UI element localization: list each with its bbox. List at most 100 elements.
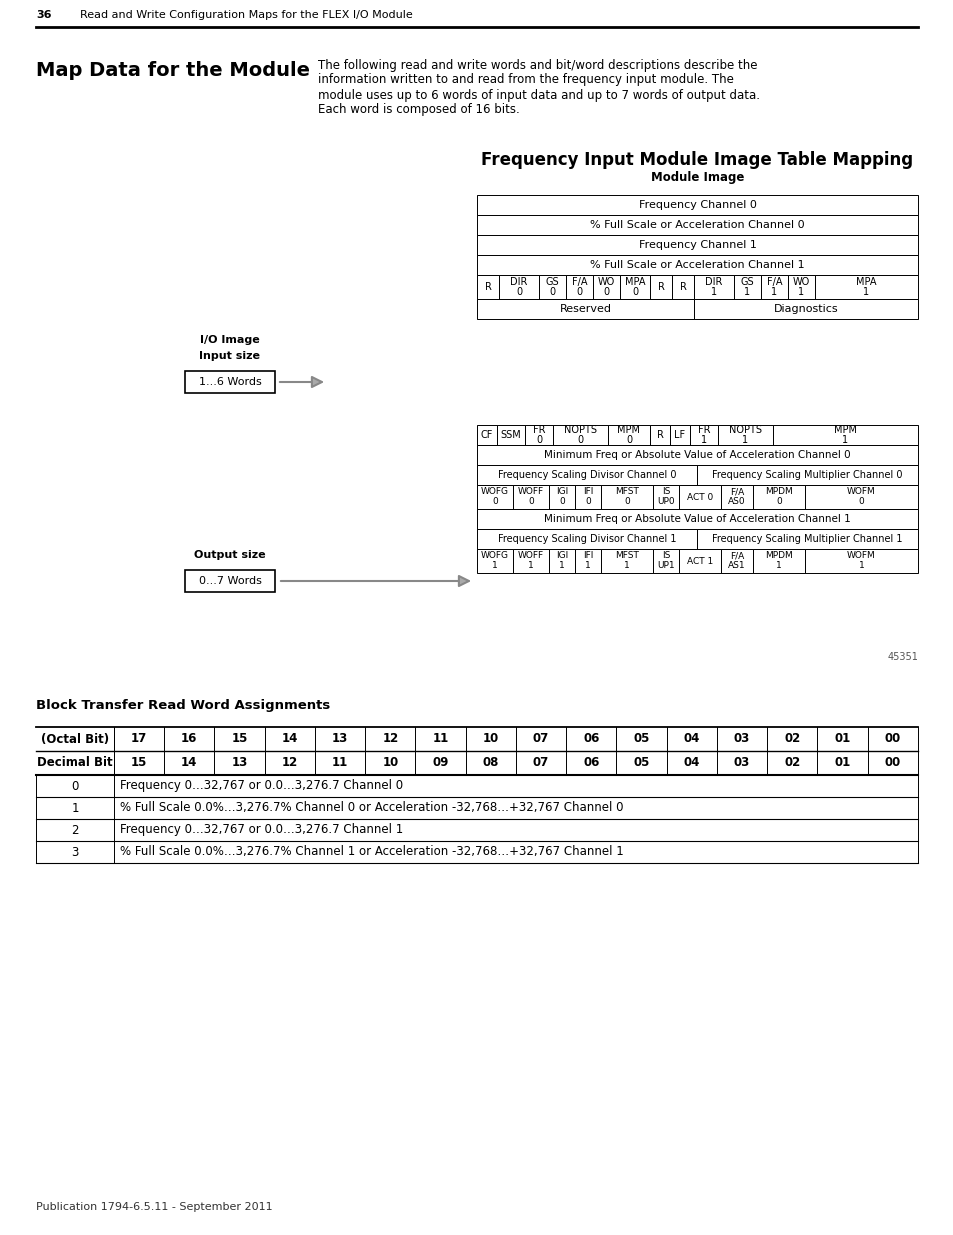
Text: Frequency Channel 0: Frequency Channel 0 <box>638 200 756 210</box>
Text: 0: 0 <box>516 287 521 296</box>
Text: 03: 03 <box>733 757 749 769</box>
Text: 2: 2 <box>71 824 79 836</box>
Text: % Full Scale or Acceleration Channel 0: % Full Scale or Acceleration Channel 0 <box>590 220 804 230</box>
Text: 15: 15 <box>232 732 248 746</box>
Bar <box>804 485 917 509</box>
Bar <box>720 485 752 509</box>
Bar <box>671 275 693 299</box>
Text: 0: 0 <box>549 287 555 296</box>
Text: 1: 1 <box>710 287 717 296</box>
Bar <box>476 275 498 299</box>
Text: Frequency 0…32,767 or 0.0…3,276.7 Channel 1: Frequency 0…32,767 or 0.0…3,276.7 Channe… <box>120 824 403 836</box>
Bar <box>600 550 652 573</box>
Bar <box>513 485 548 509</box>
Text: 0: 0 <box>558 498 564 506</box>
Bar <box>649 425 669 445</box>
Text: UP0: UP0 <box>657 498 674 506</box>
Bar <box>538 275 565 299</box>
Text: Frequency Input Module Image Table Mapping: Frequency Input Module Image Table Mappi… <box>480 151 912 169</box>
Text: WO: WO <box>792 277 809 287</box>
Text: 02: 02 <box>783 732 800 746</box>
Text: 07: 07 <box>533 732 549 746</box>
Bar <box>693 299 917 319</box>
Text: 08: 08 <box>482 757 498 769</box>
Bar <box>553 425 607 445</box>
Text: 0: 0 <box>603 287 609 296</box>
Text: Map Data for the Module: Map Data for the Module <box>36 61 310 79</box>
Text: SSM: SSM <box>500 430 521 440</box>
Text: AS0: AS0 <box>727 498 745 506</box>
Bar <box>548 485 575 509</box>
Text: 16: 16 <box>181 732 197 746</box>
Text: Reserved: Reserved <box>558 304 611 314</box>
Text: NOPTS: NOPTS <box>563 425 597 435</box>
Text: 02: 02 <box>783 757 800 769</box>
Text: I/O Image: I/O Image <box>200 335 259 345</box>
Bar <box>814 275 917 299</box>
Text: 11: 11 <box>432 732 448 746</box>
Text: 1: 1 <box>862 287 868 296</box>
Text: 0: 0 <box>776 498 781 506</box>
Text: 1: 1 <box>584 562 590 571</box>
Text: 1: 1 <box>528 562 534 571</box>
Text: IS: IS <box>661 488 670 496</box>
Text: The following read and write words and bit/word descriptions describe the: The following read and write words and b… <box>317 58 757 72</box>
Bar <box>772 425 917 445</box>
Text: 11: 11 <box>332 757 348 769</box>
Text: information written to and read from the frequency input module. The: information written to and read from the… <box>317 74 733 86</box>
Text: 14: 14 <box>281 732 297 746</box>
Text: F/A: F/A <box>729 552 743 561</box>
Text: 1: 1 <box>623 562 629 571</box>
Bar <box>476 550 513 573</box>
Bar <box>565 275 593 299</box>
Bar <box>733 275 760 299</box>
Text: Frequency Scaling Multiplier Channel 0: Frequency Scaling Multiplier Channel 0 <box>712 471 902 480</box>
Bar <box>679 550 720 573</box>
Text: 1: 1 <box>841 435 847 445</box>
Text: Publication 1794-6.5.11 - September 2011: Publication 1794-6.5.11 - September 2011 <box>36 1202 273 1212</box>
Bar <box>476 425 497 445</box>
Bar <box>476 509 917 529</box>
Text: FR: FR <box>532 425 545 435</box>
Text: IS: IS <box>661 552 670 561</box>
Text: WOFM: WOFM <box>846 488 875 496</box>
Text: 14: 14 <box>181 757 197 769</box>
Text: F/A: F/A <box>571 277 587 287</box>
Text: 1: 1 <box>71 802 79 815</box>
Bar <box>476 529 697 550</box>
Text: 45351: 45351 <box>886 652 917 662</box>
Text: 17: 17 <box>131 732 147 746</box>
Text: (Octal Bit): (Octal Bit) <box>41 732 109 746</box>
Text: Frequency Scaling Divisor Channel 0: Frequency Scaling Divisor Channel 0 <box>497 471 676 480</box>
Text: DIR: DIR <box>704 277 722 287</box>
Bar <box>693 275 733 299</box>
Bar <box>600 485 652 509</box>
Text: 12: 12 <box>382 732 398 746</box>
Text: MPA: MPA <box>624 277 644 287</box>
Text: MFST: MFST <box>615 552 639 561</box>
Text: 05: 05 <box>633 732 649 746</box>
Text: 10: 10 <box>482 732 498 746</box>
Text: 1: 1 <box>700 435 706 445</box>
Text: 1: 1 <box>741 435 748 445</box>
Text: 0: 0 <box>492 498 497 506</box>
Text: WOFG: WOFG <box>480 488 509 496</box>
Text: 06: 06 <box>582 757 598 769</box>
Text: ACT 0: ACT 0 <box>686 493 713 501</box>
Text: 04: 04 <box>683 757 700 769</box>
Text: IGI: IGI <box>556 488 568 496</box>
Bar <box>697 466 917 485</box>
Text: Minimum Freq or Absolute Value of Acceleration Channel 0: Minimum Freq or Absolute Value of Accele… <box>543 450 850 459</box>
Text: 1...6 Words: 1...6 Words <box>198 377 261 387</box>
Text: ACT 1: ACT 1 <box>686 557 713 566</box>
Bar <box>575 485 600 509</box>
Text: R: R <box>679 282 686 291</box>
Text: 01: 01 <box>834 757 850 769</box>
Bar <box>718 425 772 445</box>
Text: IFI: IFI <box>582 488 593 496</box>
Text: GS: GS <box>740 277 754 287</box>
Text: 05: 05 <box>633 757 649 769</box>
Bar <box>476 466 697 485</box>
Text: MFST: MFST <box>615 488 639 496</box>
Text: MPM: MPM <box>833 425 856 435</box>
